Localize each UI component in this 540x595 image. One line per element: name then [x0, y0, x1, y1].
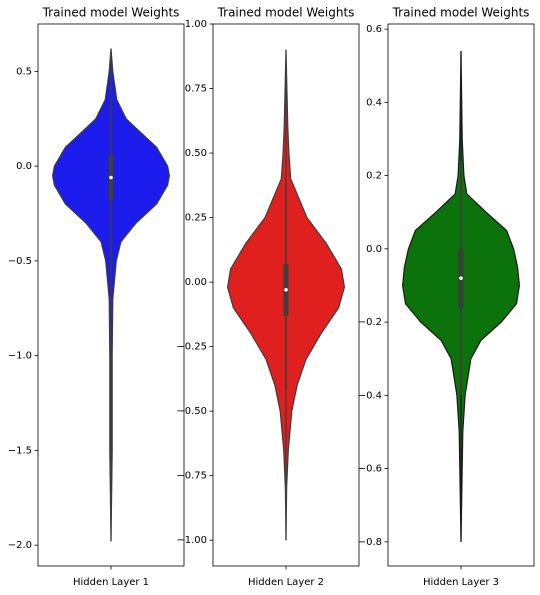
chart-title: Trained model Weights — [217, 6, 355, 20]
y-tick-label: 0.4 — [366, 97, 382, 108]
y-tick-label: −0.8 — [358, 537, 382, 548]
y-tick-label: −1.0 — [8, 351, 32, 362]
y-tick-label: 0.0 — [16, 161, 32, 172]
y-tick-label: 0.2 — [366, 171, 382, 182]
median — [109, 175, 113, 180]
y-tick-label: 0.00 — [185, 277, 207, 288]
y-tick-label: −0.50 — [176, 406, 207, 417]
y-tick-label: 0.50 — [185, 148, 207, 159]
y-tick-label: −0.75 — [176, 471, 207, 482]
y-tick-label: −0.2 — [358, 317, 382, 328]
x-tick-label: Hidden Layer 3 — [423, 577, 499, 588]
x-tick-label: Hidden Layer 2 — [248, 577, 324, 588]
median — [459, 276, 463, 280]
y-tick-label: 0.6 — [366, 24, 382, 35]
y-tick-label: −1.00 — [176, 535, 207, 546]
chart-title: Trained model Weights — [392, 6, 530, 20]
y-tick-label: 1.00 — [185, 19, 207, 30]
y-tick-label: −0.6 — [358, 464, 382, 475]
y-tick-label: −2.0 — [8, 540, 32, 551]
y-tick-label: 0.0 — [366, 244, 382, 255]
y-tick-label: 0.25 — [185, 213, 207, 224]
median — [284, 288, 288, 292]
y-tick-label: −1.5 — [8, 445, 32, 456]
y-tick-label: 0.75 — [185, 84, 207, 95]
chart-title: Trained model Weights — [42, 6, 180, 20]
y-tick-label: −0.5 — [8, 256, 32, 267]
y-tick-label: 0.5 — [16, 66, 32, 77]
x-tick-label: Hidden Layer 1 — [73, 577, 149, 588]
y-tick-label: −0.4 — [358, 390, 382, 401]
y-tick-label: −0.25 — [176, 342, 207, 353]
